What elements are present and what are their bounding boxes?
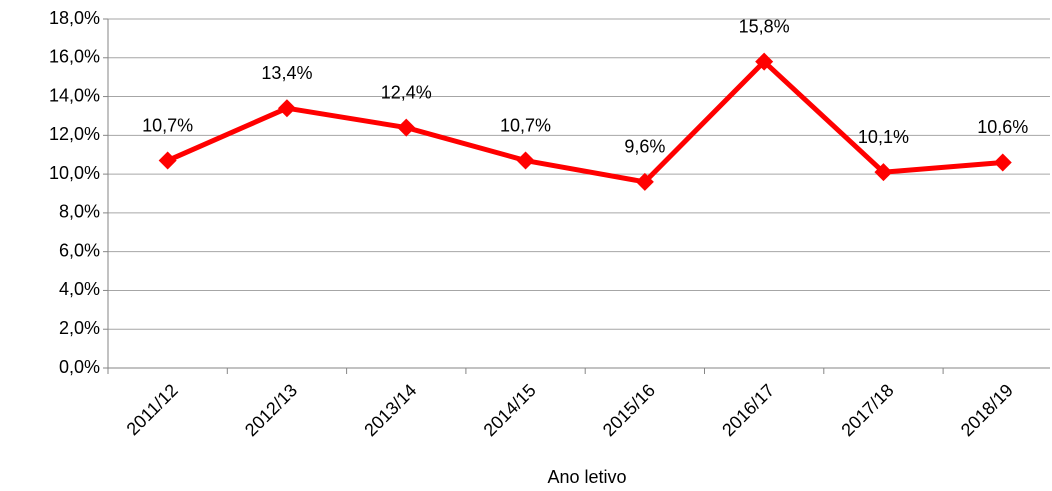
data-label: 10,7%: [500, 115, 551, 135]
y-tick-label: 12,0%: [49, 124, 100, 144]
data-label: 9,6%: [624, 137, 665, 157]
x-tick-label: 2016/17: [718, 380, 778, 440]
y-tick-label: 0,0%: [59, 357, 100, 377]
y-tick-label: 2,0%: [59, 318, 100, 338]
y-tick-label: 14,0%: [49, 85, 100, 105]
y-tick-label: 10,0%: [49, 163, 100, 183]
x-tick-label: 2015/16: [599, 380, 659, 440]
y-tick-label: 18,0%: [49, 8, 100, 28]
data-label: 13,4%: [261, 63, 312, 83]
x-tick-label: 2014/15: [480, 380, 540, 440]
x-tick-label: 2017/18: [837, 380, 897, 440]
y-tick-label: 6,0%: [59, 240, 100, 260]
marker: [874, 163, 893, 182]
x-tick-label: 2012/13: [241, 380, 301, 440]
data-label: 10,1%: [858, 127, 909, 147]
line: [166, 59, 1003, 185]
marker: [993, 153, 1012, 172]
y-tick-label: 8,0%: [59, 202, 100, 222]
data-label: 10,7%: [142, 115, 193, 135]
marker: [635, 172, 654, 191]
x-tick-label: 2011/12: [123, 380, 182, 439]
marker: [158, 151, 177, 170]
marker: [397, 118, 416, 137]
x-axis-title: Ano letivo: [547, 467, 626, 487]
y-tick-label: 4,0%: [59, 279, 100, 299]
data-label: 10,6%: [977, 117, 1028, 137]
marker: [755, 52, 774, 71]
marker: [516, 151, 535, 170]
data-label: 15,8%: [739, 16, 790, 36]
y-tick-label: 16,0%: [49, 47, 100, 67]
marker: [277, 99, 296, 118]
data-label: 12,4%: [381, 82, 432, 102]
x-tick-label: 2018/19: [957, 380, 1017, 440]
x-tick-label: 2013/14: [360, 380, 420, 440]
